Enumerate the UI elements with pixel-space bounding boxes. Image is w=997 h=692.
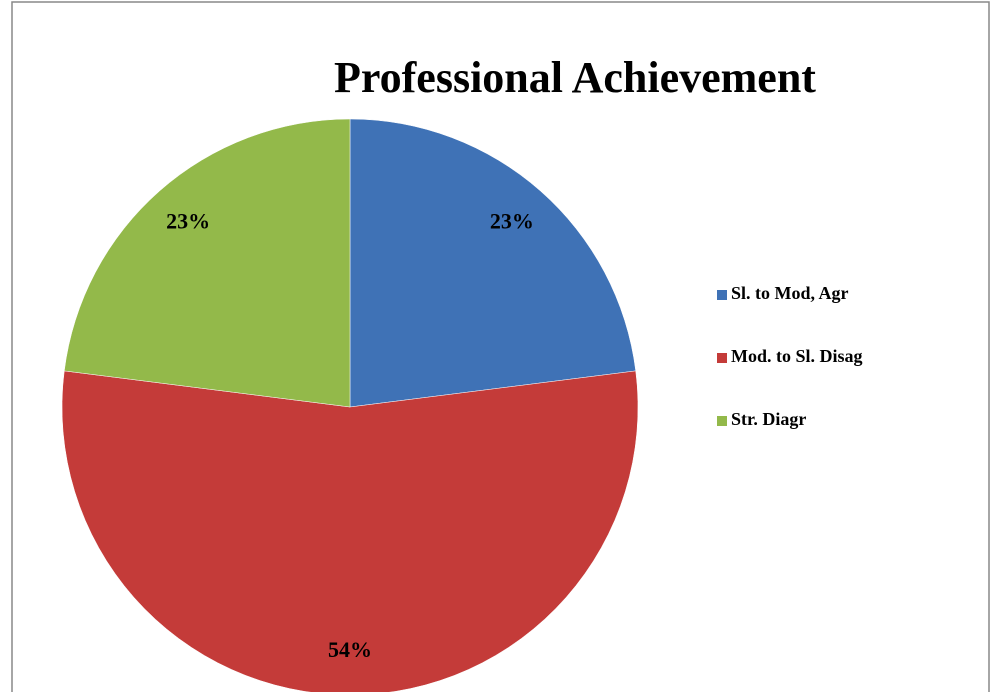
legend-label: Str. Diagr	[731, 409, 806, 429]
legend-swatch	[717, 416, 727, 426]
chart-title: Professional Achievement	[334, 53, 816, 102]
data-label: 54%	[328, 637, 372, 662]
legend-swatch	[717, 353, 727, 363]
legend-swatch	[717, 290, 727, 300]
pie-slice	[63, 118, 351, 408]
legend-label: Mod. to Sl. Disag	[731, 346, 863, 366]
pie-slice	[61, 370, 639, 692]
pie-slice	[349, 118, 637, 408]
data-label: 23%	[490, 208, 534, 233]
legend-label: Sl. to Mod, Agr	[731, 283, 849, 303]
data-label: 23%	[166, 208, 210, 233]
